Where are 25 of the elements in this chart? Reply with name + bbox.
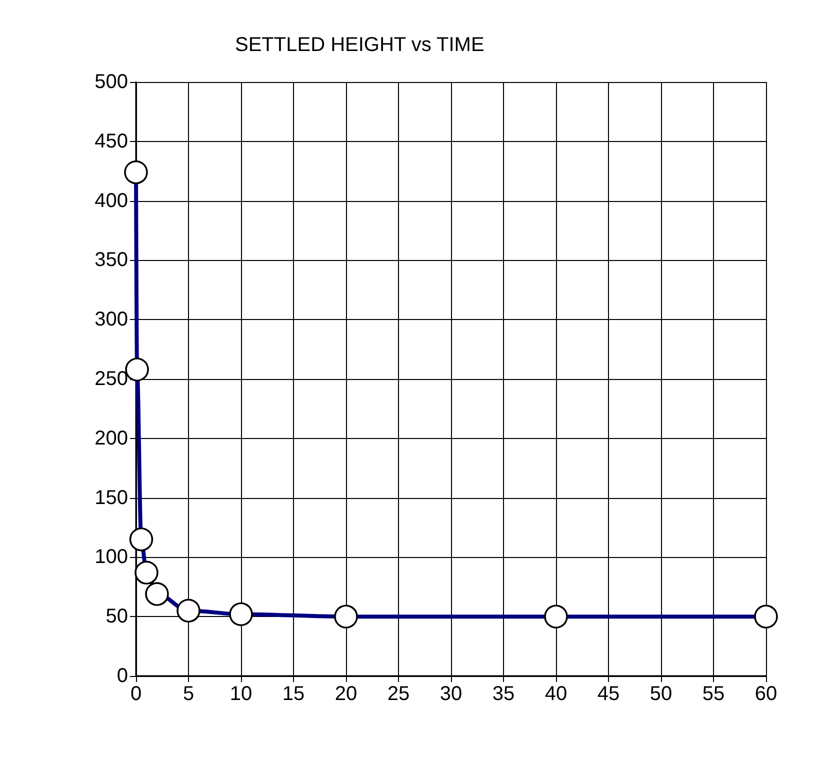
chart-title: SETTLED HEIGHT vs TIME: [235, 34, 484, 56]
y-tick-label: 150: [94, 486, 128, 509]
x-tick-label: 20: [334, 683, 358, 705]
y-tick-label: 0: [116, 665, 128, 687]
x-tick-label: 0: [130, 683, 142, 705]
x-tick-label: 60: [754, 683, 778, 705]
x-tick-label: 40: [544, 683, 568, 705]
x-tick-label: 10: [230, 683, 252, 705]
x-tick-label: 55: [702, 683, 725, 705]
y-tick-label: 200: [94, 427, 128, 450]
y-tick-label: 50: [106, 606, 128, 628]
y-tick-label: 100: [94, 546, 128, 568]
x-tick-label: 15: [282, 683, 305, 705]
x-tick-label: 35: [492, 683, 515, 705]
x-tick-label: 50: [650, 683, 672, 705]
y-tick-label: 500: [94, 71, 128, 93]
y-tick-label: 450: [94, 130, 128, 152]
x-tick-label: 30: [440, 683, 462, 705]
y-tick-label: 400: [94, 190, 128, 212]
x-tick-label: 45: [597, 683, 620, 705]
x-tick-label: 25: [387, 683, 410, 705]
y-tick-label: 350: [94, 249, 128, 272]
y-tick-label: 300: [94, 308, 128, 331]
x-tick-label: 5: [182, 683, 194, 705]
y-tick-label: 250: [94, 368, 128, 390]
